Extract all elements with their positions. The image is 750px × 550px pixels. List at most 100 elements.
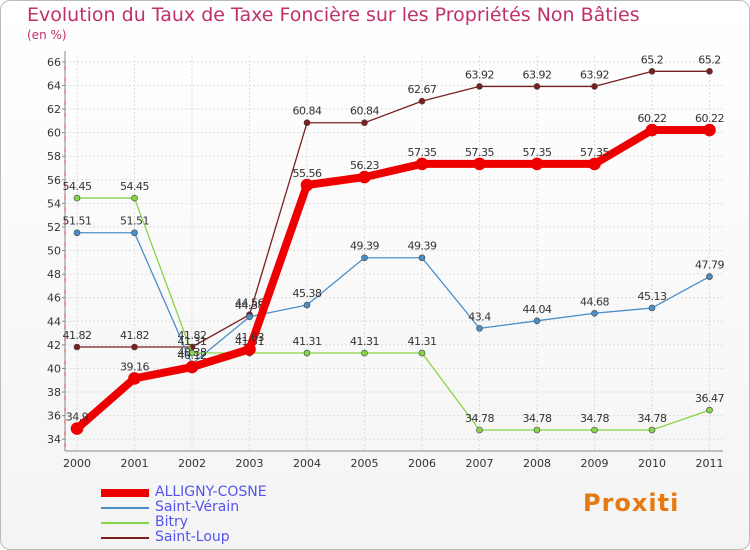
- data-label-alligny-cosne: 57.35: [408, 146, 437, 159]
- x-tick-label: 2010: [638, 457, 666, 470]
- unit-label: (en %): [27, 28, 67, 42]
- y-tick-label: 42: [47, 339, 61, 352]
- data-point-saint-v-rain: [361, 254, 368, 262]
- data-label-saint-v-rain: 49.39: [350, 240, 379, 253]
- data-point-saint-loup: [131, 343, 138, 351]
- data-label-bitry: 41.31: [408, 335, 437, 348]
- data-point-bitry: [706, 406, 713, 414]
- y-tick-label: 66: [47, 56, 61, 69]
- data-point-bitry: [648, 426, 656, 434]
- data-point-bitry: [533, 426, 541, 434]
- data-point-bitry: [361, 349, 368, 357]
- data-point-alligny-cosne: [185, 360, 199, 374]
- x-tick-label: 2000: [63, 457, 91, 470]
- legend-label: Bitry: [155, 514, 189, 530]
- y-tick-label: 62: [47, 103, 61, 116]
- data-label-bitry: 41.31: [293, 335, 322, 348]
- y-tick-label: 50: [47, 245, 61, 258]
- y-tick-label: 58: [47, 150, 61, 163]
- proxiti-logo: Proxiti: [583, 489, 680, 517]
- data-point-saint-v-rain: [418, 254, 426, 262]
- data-label-bitry: 54.45: [63, 180, 92, 193]
- series-line-saint-loup: [76, 70, 711, 348]
- data-point-bitry: [591, 426, 598, 434]
- data-point-saint-loup: [361, 119, 368, 127]
- y-tick-label: 40: [47, 362, 61, 375]
- x-tick-label: 2005: [351, 457, 379, 470]
- data-label-saint-v-rain: 49.39: [408, 240, 437, 253]
- y-tick-label: 56: [47, 174, 61, 187]
- data-point-saint-loup: [476, 83, 483, 90]
- data-point-alligny-cosne: [645, 123, 659, 137]
- data-label-saint-loup: 60.84: [350, 105, 379, 118]
- data-point-saint-v-rain: [706, 273, 713, 280]
- data-label-alligny-cosne: 55.56: [293, 167, 322, 180]
- data-label-alligny-cosne: 56.23: [350, 159, 379, 172]
- data-label-saint-loup: 44.56: [235, 297, 264, 310]
- y-tick-label: 48: [47, 268, 61, 281]
- y-tick-label: 52: [47, 221, 61, 234]
- data-label-saint-loup: 63.92: [523, 68, 552, 81]
- data-point-saint-v-rain: [246, 313, 253, 321]
- data-point-saint-v-rain: [591, 309, 598, 317]
- series-line-alligny-cosne: [73, 126, 714, 433]
- data-label-alligny-cosne: 40.12: [178, 349, 207, 362]
- data-label-bitry: 36.47: [695, 392, 724, 405]
- data-point-bitry: [303, 349, 311, 357]
- x-tick-label: 2001: [121, 457, 149, 470]
- data-label-saint-v-rain: 51.51: [63, 215, 92, 228]
- data-point-alligny-cosne: [703, 123, 716, 137]
- data-label-saint-v-rain: 43.4: [468, 310, 491, 323]
- data-label-saint-loup: 41.82: [63, 329, 92, 342]
- data-point-saint-v-rain: [533, 317, 541, 325]
- chart-title: Evolution du Taux de Taxe Foncière sur l…: [27, 4, 640, 26]
- y-tick-label: 64: [47, 79, 61, 92]
- y-tick-label: 34: [47, 433, 61, 446]
- data-label-bitry: 54.45: [120, 180, 149, 193]
- data-point-alligny-cosne: [415, 157, 429, 171]
- data-label-saint-v-rain: 45.13: [638, 290, 667, 303]
- series-line-saint-v-rain: [76, 232, 711, 365]
- data-label-alligny-cosne: 60.22: [695, 112, 724, 125]
- data-point-bitry: [188, 349, 196, 357]
- data-label-saint-loup: 60.84: [293, 105, 322, 118]
- data-point-saint-loup: [418, 97, 426, 105]
- legend-swatch: [101, 489, 149, 497]
- data-point-alligny-cosne: [70, 422, 84, 435]
- data-point-saint-v-rain: [303, 301, 311, 309]
- data-point-bitry: [131, 194, 138, 202]
- data-label-saint-v-rain: 45.38: [293, 287, 322, 300]
- data-point-saint-loup: [533, 83, 541, 90]
- data-label-saint-loup: 63.92: [580, 68, 609, 81]
- data-point-saint-loup: [303, 119, 311, 127]
- data-point-bitry: [418, 349, 426, 357]
- data-point-saint-v-rain: [131, 229, 138, 237]
- data-label-saint-loup: 65.2: [698, 53, 721, 66]
- data-label-bitry: 41.31: [350, 335, 379, 348]
- data-point-saint-loup: [591, 83, 598, 90]
- y-tick-label: 38: [47, 386, 61, 399]
- data-label-alligny-cosne: 57.35: [465, 146, 494, 159]
- legend-label: ALLIGNY-COSNE: [155, 484, 267, 500]
- data-label-alligny-cosne: 57.35: [580, 146, 609, 159]
- data-label-bitry: 34.78: [523, 412, 552, 425]
- data-label-saint-loup: 65.2: [641, 53, 664, 66]
- data-label-alligny-cosne: 34.9: [66, 411, 89, 424]
- data-point-saint-loup: [73, 343, 81, 351]
- data-point-saint-v-rain: [73, 229, 81, 237]
- x-tick-label: 2011: [696, 457, 724, 470]
- x-tick-label: 2007: [466, 457, 494, 470]
- x-tick-label: 2006: [408, 457, 436, 470]
- data-point-saint-loup: [648, 68, 656, 75]
- data-label-alligny-cosne: 60.22: [638, 112, 667, 125]
- data-point-alligny-cosne: [588, 157, 601, 171]
- data-point-alligny-cosne: [243, 342, 256, 356]
- legend-swatch: [101, 522, 149, 524]
- data-label-bitry: 34.78: [638, 412, 667, 425]
- y-tick-label: 60: [47, 127, 61, 140]
- x-tick-label: 2008: [523, 457, 551, 470]
- data-point-saint-v-rain: [648, 304, 656, 312]
- data-label-saint-v-rain: 44.38: [235, 299, 264, 312]
